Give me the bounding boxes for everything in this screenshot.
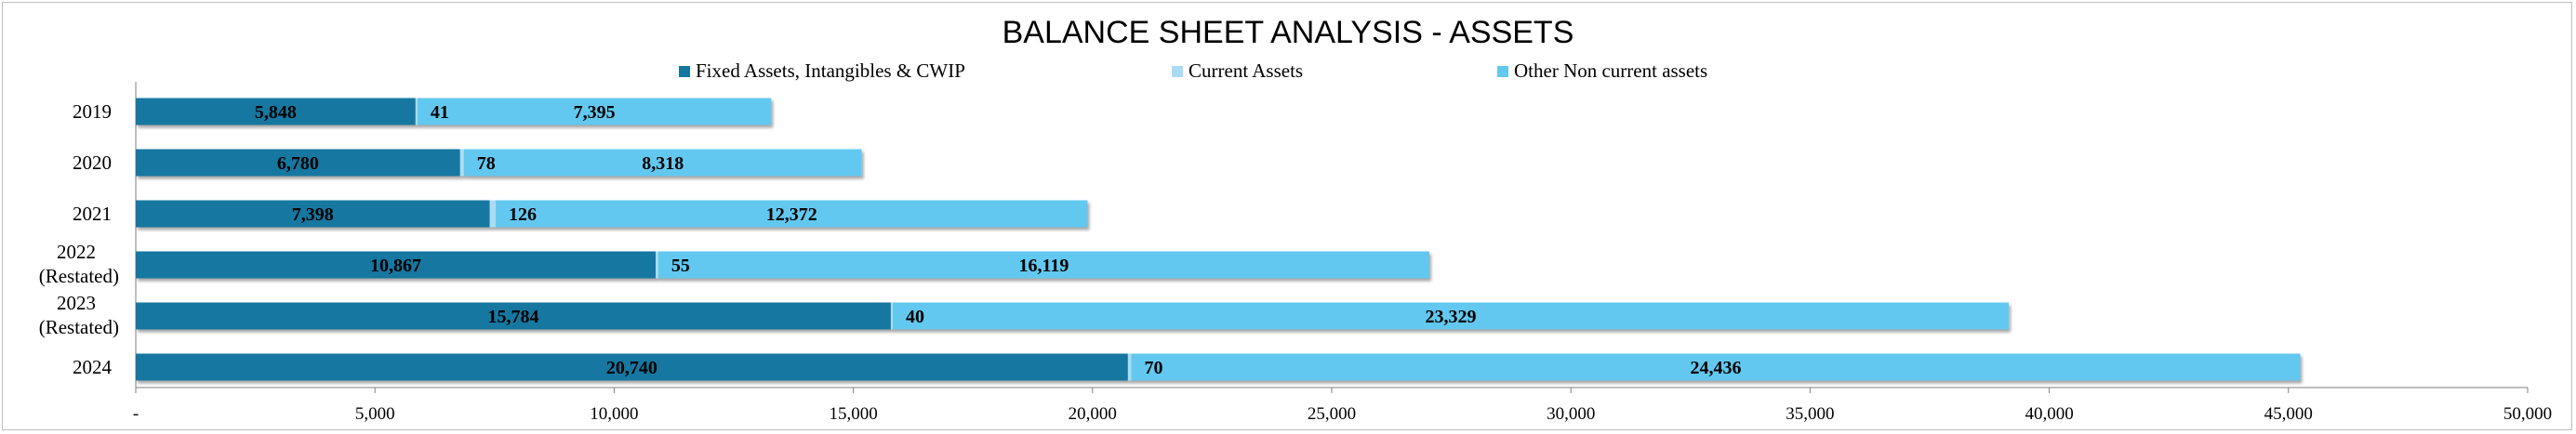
bar-group: [136, 149, 862, 177]
data-label: 23,329: [1426, 307, 1477, 327]
bar-segment: [136, 302, 891, 330]
bar-segment: [892, 302, 2010, 330]
data-label: 12,372: [766, 204, 817, 225]
data-label: 16,119: [1018, 256, 1069, 276]
data-label: 78: [477, 153, 496, 174]
legend-swatch-current-assets: [1172, 65, 1183, 77]
legend-item-fixed-assets: Fixed Assets, Intangibles & CWIP: [679, 59, 965, 83]
x-tick-label: 35,000: [1786, 404, 1834, 424]
legend-item-other-non-current: Other Non current assets: [1497, 59, 1707, 83]
bar-segment: [657, 251, 1429, 279]
x-tick-label: 40,000: [2025, 404, 2073, 424]
bar-segment: [1131, 353, 2301, 381]
data-label: 10,867: [370, 256, 421, 276]
x-tick-label: -: [133, 404, 139, 424]
bar-group: [136, 200, 1088, 228]
x-tick-label: 45,000: [2264, 404, 2313, 424]
bar-group: [136, 302, 2010, 330]
y-category-label: 2021: [73, 203, 112, 225]
data-label: 15,784: [487, 307, 538, 327]
y-category-label: 2022 (Restated): [39, 241, 119, 287]
chart-title: BALANCE SHEET ANALYSIS - ASSETS: [1002, 15, 1574, 50]
legend-label-fixed-assets: Fixed Assets, Intangibles & CWIP: [696, 59, 965, 82]
data-label: 5,848: [255, 102, 297, 123]
bar-segment: [136, 200, 490, 228]
bar-segment: [496, 200, 1088, 228]
x-tick-label: 5,000: [355, 404, 395, 424]
x-tick-label: 50,000: [2503, 404, 2552, 424]
bar-segment: [415, 98, 418, 125]
bar-segment: [890, 302, 893, 330]
data-label: 70: [1144, 358, 1162, 378]
data-label: 55: [671, 256, 690, 276]
data-label: 8,318: [642, 153, 684, 174]
x-tick-label: 30,000: [1547, 404, 1595, 424]
x-tick-label: 25,000: [1308, 404, 1356, 424]
legend-swatch-fixed-assets: [679, 65, 690, 77]
bar-segment: [136, 353, 1128, 381]
data-label: 24,436: [1690, 358, 1741, 378]
y-category-label: 2020: [73, 151, 112, 174]
bar-segment: [1127, 353, 1132, 381]
data-label: 6,780: [277, 153, 319, 174]
data-label: 41: [431, 102, 449, 123]
data-label: 20,740: [606, 358, 657, 378]
y-category-label: 2024: [73, 356, 113, 378]
data-label: 40: [906, 307, 924, 327]
legend-item-current-assets: Current Assets: [1172, 59, 1303, 83]
y-category-label: 2023 (Restated): [39, 292, 119, 338]
bar-segment: [136, 251, 656, 279]
data-label: 126: [509, 204, 537, 225]
bar-segment: [655, 251, 658, 279]
legend-label-current-assets: Current Assets: [1188, 59, 1304, 82]
bar-segment: [417, 98, 772, 125]
legend-swatch-other-non-current: [1497, 65, 1508, 77]
bar-segment: [489, 200, 497, 228]
bar-segment: [136, 98, 416, 125]
bar-group: [136, 353, 2301, 381]
x-tick-label: 10,000: [590, 404, 638, 424]
bar-segment: [136, 149, 460, 177]
data-label: 7,398: [292, 204, 334, 225]
x-tick-label: 15,000: [829, 404, 877, 424]
x-tick-label: 20,000: [1069, 404, 1117, 424]
bar-group: [136, 98, 772, 125]
bar-segment: [463, 149, 862, 177]
bar-segment: [459, 149, 464, 177]
y-category-label: 2019: [73, 100, 112, 123]
bar-group: [136, 251, 1429, 279]
data-label: 7,395: [574, 102, 616, 123]
legend-label-other-non-current: Other Non current assets: [1514, 59, 1708, 82]
